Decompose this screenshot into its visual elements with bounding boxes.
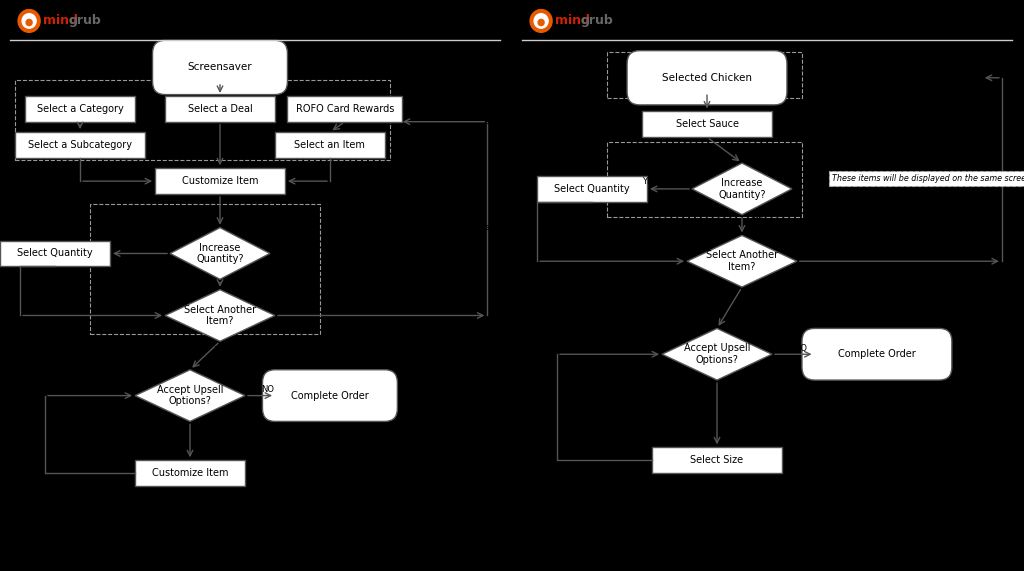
Text: NO: NO <box>738 298 751 307</box>
Polygon shape <box>687 235 797 287</box>
Text: Accept Upsell
Options?: Accept Upsell Options? <box>157 385 223 407</box>
FancyBboxPatch shape <box>802 328 952 380</box>
Text: YES: YES <box>198 432 213 441</box>
Text: Select Another
Item?: Select Another Item? <box>184 305 256 326</box>
FancyBboxPatch shape <box>153 41 288 95</box>
Text: Select Sauce: Select Sauce <box>676 119 738 129</box>
Bar <box>165 96 275 122</box>
Bar <box>607 52 802 98</box>
Circle shape <box>23 14 36 28</box>
Text: mind: mind <box>43 14 78 27</box>
Text: Overall Workflow of the Kiosk: Overall Workflow of the Kiosk <box>142 12 408 30</box>
FancyBboxPatch shape <box>262 370 397 421</box>
Text: Main Menu Screen: Main Menu Screen <box>418 117 502 126</box>
Text: These items will be displayed on the same screen.: These items will be displayed on the sam… <box>831 174 1024 183</box>
Text: grub: grub <box>581 14 613 27</box>
Bar <box>90 204 319 333</box>
Circle shape <box>535 14 548 28</box>
Text: Complete Order: Complete Order <box>838 349 915 359</box>
Bar <box>538 176 647 202</box>
Text: YES: YES <box>300 305 315 314</box>
Bar <box>15 81 390 160</box>
Text: Select Quantity: Select Quantity <box>554 184 630 194</box>
Text: grub: grub <box>69 14 101 27</box>
Circle shape <box>26 19 32 26</box>
Text: NO: NO <box>261 385 274 394</box>
Text: Customize Item: Customize Item <box>152 468 228 478</box>
Bar <box>15 132 145 158</box>
Text: Complete Order: Complete Order <box>291 391 369 401</box>
Text: Main Menu Screen: Main Menu Screen <box>877 73 961 82</box>
Text: Screensaver: Screensaver <box>187 62 252 73</box>
Bar <box>652 447 782 473</box>
Text: Customize Item: Customize Item <box>181 176 258 186</box>
Bar <box>0 240 110 267</box>
Bar <box>26 96 135 122</box>
Text: YES: YES <box>821 251 838 260</box>
Text: NO: NO <box>213 346 226 355</box>
Text: Select Size: Select Size <box>690 455 743 465</box>
Polygon shape <box>692 163 792 215</box>
Circle shape <box>530 10 552 33</box>
Text: Select a Category: Select a Category <box>37 104 124 114</box>
Text: Increase
Quantity?: Increase Quantity? <box>718 178 766 200</box>
Text: Selected Chicken: Selected Chicken <box>662 73 752 83</box>
Text: Select Another
Item?: Select Another Item? <box>706 251 778 272</box>
Bar <box>607 142 802 218</box>
Bar <box>155 168 285 194</box>
Text: YES: YES <box>724 405 739 414</box>
Polygon shape <box>170 228 270 279</box>
Text: ROFO Card Rewards: ROFO Card Rewards <box>296 104 394 114</box>
Text: YES: YES <box>642 176 657 186</box>
Circle shape <box>538 19 544 26</box>
Polygon shape <box>663 328 772 380</box>
Text: Select a Subcategory: Select a Subcategory <box>28 140 132 150</box>
Bar <box>135 460 245 486</box>
Text: Select an Item: Select an Item <box>295 140 366 150</box>
Text: NO: NO <box>751 215 764 224</box>
Text: Select a Deal: Select a Deal <box>187 104 252 114</box>
FancyBboxPatch shape <box>627 51 787 105</box>
Text: NO: NO <box>795 344 807 352</box>
Text: Select Quantity: Select Quantity <box>17 248 93 259</box>
Bar <box>642 111 772 137</box>
Circle shape <box>18 10 40 33</box>
Text: Accept Upsell
Options?: Accept Upsell Options? <box>684 343 751 365</box>
Bar <box>275 132 385 158</box>
Text: Detailed Workflow for Chicken: Detailed Workflow for Chicken <box>666 12 938 30</box>
Polygon shape <box>165 289 275 341</box>
Text: NO: NO <box>228 275 242 284</box>
Bar <box>288 96 402 122</box>
Text: mind: mind <box>555 14 590 27</box>
Text: Increase
Quantity?: Increase Quantity? <box>197 243 244 264</box>
Text: These items will be displayed on the same screen.: These items will be displayed on the sam… <box>338 223 539 232</box>
Polygon shape <box>135 370 245 421</box>
Text: YES: YES <box>113 241 128 250</box>
